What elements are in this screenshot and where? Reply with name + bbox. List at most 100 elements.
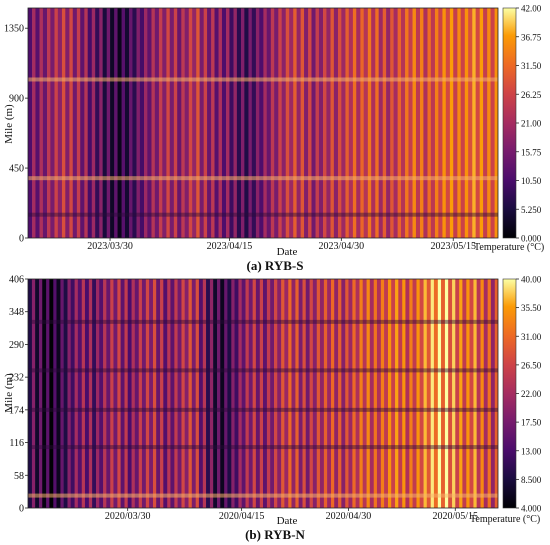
band-cool <box>393 8 398 238</box>
colorbar-tick-label: 10.50 <box>521 176 542 186</box>
band-cool <box>266 8 272 238</box>
colorbar-tick-label: 15.75 <box>521 147 542 157</box>
band-warm <box>173 8 178 238</box>
colorbar-a <box>502 7 517 239</box>
plot-frame-b <box>27 278 499 509</box>
band-warm <box>293 8 297 238</box>
band-warm <box>88 279 93 508</box>
band-cool <box>56 279 61 508</box>
band-warm <box>255 8 260 238</box>
band-warm <box>181 8 185 238</box>
band-cool <box>92 279 97 508</box>
band-warm <box>367 8 372 238</box>
band-cool <box>291 279 296 508</box>
band-warm <box>472 8 476 238</box>
band-cool <box>405 279 410 508</box>
band-warm <box>397 8 402 238</box>
band-cool <box>132 8 137 238</box>
band-cool <box>304 8 309 238</box>
plot-frame-a <box>27 7 499 239</box>
band-cool <box>35 8 40 238</box>
band-warm <box>330 8 335 238</box>
band-warm <box>103 279 107 508</box>
colorbar-tick-label: 31.50 <box>521 61 542 71</box>
y-tick-label: 900 <box>9 94 24 105</box>
band-cool <box>198 279 204 508</box>
band-cool <box>441 279 446 508</box>
band-warm <box>285 8 290 238</box>
band-cool <box>369 279 375 508</box>
feature-cool-stripe <box>28 212 498 217</box>
colorbar-label-b: Temperature (°C) <box>470 514 540 525</box>
band-cool <box>408 8 413 238</box>
band-cool <box>117 8 122 238</box>
band-warm <box>114 8 118 238</box>
band-cool <box>426 279 432 508</box>
band-warm <box>412 8 417 238</box>
band-warm <box>259 279 264 508</box>
band-cool <box>214 8 219 238</box>
band-cool <box>371 8 376 238</box>
band-cool <box>319 279 325 508</box>
feature-warm-stripe <box>28 493 498 498</box>
band-warm <box>99 8 103 238</box>
band-cool <box>207 8 212 238</box>
band-warm <box>131 279 136 508</box>
band-cool <box>259 8 264 238</box>
colorbar-ticks-b: 4.000 8.500 13.00 17.50 22.00 26.50 31.00 35.50… <box>516 275 542 514</box>
band-warm <box>160 279 164 508</box>
band-warm <box>167 279 171 508</box>
band-cool <box>498 279 502 508</box>
band-warm <box>375 8 379 238</box>
band-cool <box>229 8 234 238</box>
band-warm <box>395 279 399 508</box>
x-tick-label: 2023/05/15 <box>430 241 476 252</box>
band-cool <box>311 8 316 238</box>
colorbar-tick-label: 40.00 <box>521 275 542 285</box>
colorbar-tick-label: 26.25 <box>521 90 542 100</box>
band-cool <box>163 279 168 508</box>
band-cool <box>42 279 47 508</box>
band-warm <box>430 279 435 508</box>
band-cool <box>483 8 488 238</box>
band-warm <box>81 279 86 508</box>
colorbar-tick-label: 17.50 <box>521 418 542 428</box>
band-cool <box>162 8 167 238</box>
band-warm <box>174 279 178 508</box>
band-warm <box>158 8 163 238</box>
feature-dark-stripe <box>28 319 498 324</box>
band-cool <box>438 8 443 238</box>
band-cool <box>156 279 161 508</box>
band-cool <box>453 8 458 238</box>
band-warm <box>405 8 409 238</box>
band-warm <box>181 279 185 508</box>
band-cool <box>184 279 189 508</box>
band-cool <box>391 279 396 508</box>
band-cool <box>363 8 369 238</box>
band-warm <box>69 8 74 238</box>
band-warm <box>91 8 96 238</box>
band-warm <box>203 8 208 238</box>
band-warm <box>60 279 64 508</box>
band-cool <box>147 8 152 238</box>
band-warm <box>360 8 365 238</box>
band-cool <box>296 8 301 238</box>
band-cool <box>415 8 421 238</box>
band-cool <box>127 279 132 508</box>
y-tick-label: 116 <box>9 438 24 449</box>
band-cool <box>448 279 453 508</box>
band-cool <box>113 279 118 508</box>
band-warm <box>409 279 413 508</box>
band-cool <box>120 279 125 508</box>
band-cool <box>28 8 33 238</box>
colorbar-tick-label: 21.00 <box>521 119 542 129</box>
band-cool <box>255 279 261 508</box>
band-cool <box>241 279 246 508</box>
band-warm <box>442 8 447 238</box>
y-tick-label: 1350 <box>4 24 24 35</box>
band-cool <box>334 279 339 508</box>
band-warm <box>151 8 156 238</box>
band-cool <box>263 279 268 508</box>
band-warm <box>121 8 126 238</box>
colorbar-tick-label: 13.00 <box>521 446 542 456</box>
